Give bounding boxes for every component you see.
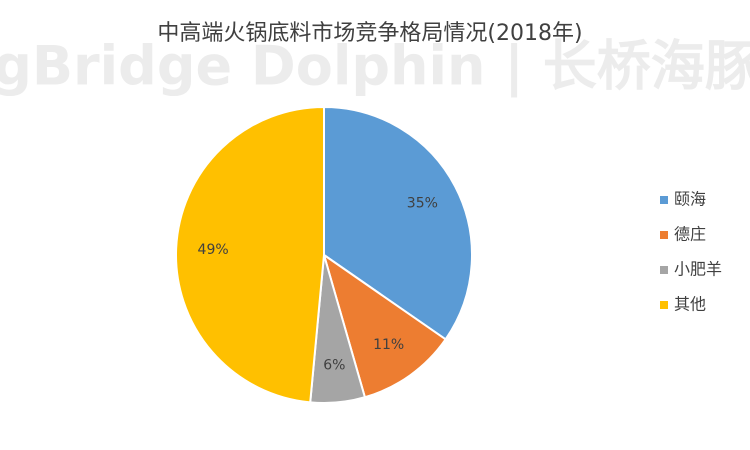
legend-swatch — [660, 196, 668, 204]
chart-title: 中高端火锅底料市场竞争格局情况(2018年) — [157, 21, 582, 46]
legend-label: 颐海 — [674, 190, 706, 209]
legend-swatch — [660, 301, 668, 309]
legend-label: 其他 — [674, 295, 706, 314]
data-label: 11% — [373, 337, 404, 353]
pie-slice — [323, 105, 473, 341]
pie-slice — [322, 252, 447, 399]
pie: 35% 11% 6% 49% — [175, 105, 473, 404]
legend-label: 小肥羊 — [674, 260, 722, 279]
pie-slice — [175, 105, 325, 404]
watermark: LongBridge Dolphin | 长桥海豚投研 — [0, 35, 750, 98]
data-label: 35% — [407, 196, 438, 212]
legend-label: 德庄 — [674, 225, 706, 244]
data-label: 49% — [198, 242, 229, 258]
legend-swatch — [660, 266, 668, 274]
data-label: 6% — [323, 358, 345, 374]
legend-swatch — [660, 231, 668, 239]
